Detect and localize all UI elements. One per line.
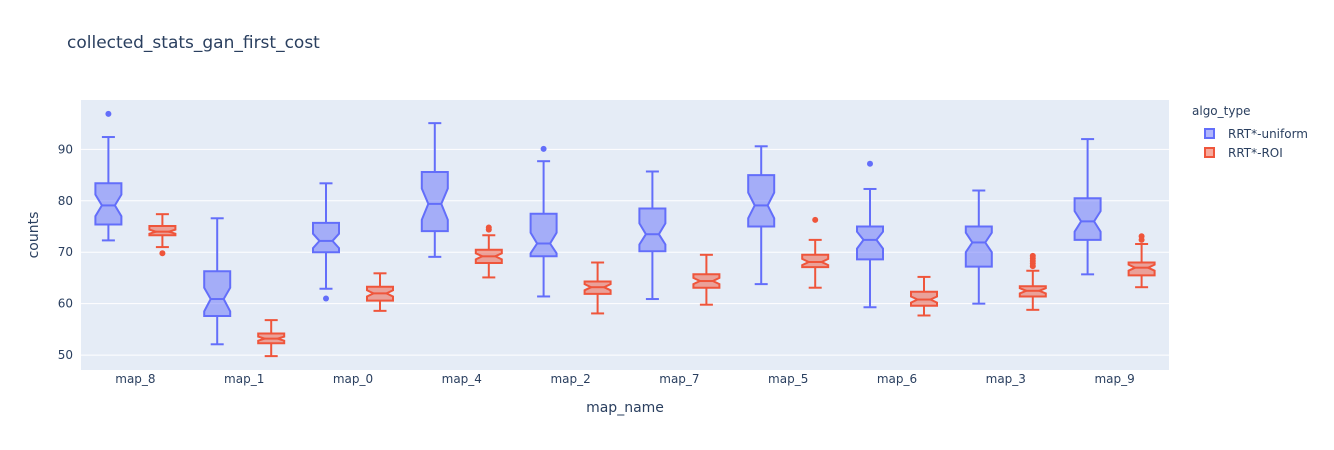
- box-RRT*-uniform-map_5: [747, 145, 776, 286]
- x-tick-label: map_9: [1094, 372, 1134, 386]
- box-body: [312, 221, 340, 254]
- box-body: [148, 225, 177, 237]
- box-body: [747, 174, 776, 228]
- box-RRT*-uniform-map_0: [312, 182, 340, 302]
- outlier-point: [1138, 233, 1145, 240]
- box-body: [94, 182, 123, 226]
- y-tick-label: 80: [58, 194, 73, 208]
- y-tick-label: 50: [58, 348, 73, 362]
- x-tick-label: map_6: [877, 372, 917, 386]
- box-RRT*-ROI-map_9: [1127, 233, 1156, 289]
- x-tick-label: map_7: [659, 372, 699, 386]
- box-RRT*-uniform-map_8: [94, 110, 123, 242]
- x-tick-label: map_1: [224, 372, 264, 386]
- legend-label: RRT*-ROI: [1228, 145, 1283, 160]
- box-RRT*-ROI-map_1: [257, 319, 286, 358]
- legend-item-rrt-roi[interactable]: RRT*-ROI: [1204, 143, 1308, 162]
- x-axis-ticks: map_8 map_1 map_0 map_4 map_2 map_7 map_5 map_6…: [115, 372, 1134, 386]
- x-tick-label: map_2: [550, 372, 590, 386]
- box-RRT*-uniform-map_9: [1073, 138, 1102, 276]
- box-RRT*-ROI-map_5: [801, 216, 830, 289]
- box-RRT*-uniform-map_4: [420, 122, 449, 258]
- box-RRT*-ROI-map_4: [474, 224, 503, 279]
- outlier-point: [867, 160, 873, 167]
- box-RRT*-ROI-map_8: [148, 213, 177, 257]
- box-RRT*-uniform-map_2: [529, 145, 558, 298]
- box-RRT*-uniform-map_1: [203, 217, 232, 346]
- x-tick-label: map_3: [986, 372, 1026, 386]
- box-RRT*-ROI-map_3: [1018, 252, 1047, 311]
- y-tick-label: 60: [58, 297, 73, 311]
- box-series: [94, 110, 1156, 358]
- x-tick-label: map_4: [442, 372, 482, 386]
- box-body: [964, 225, 993, 268]
- outlier-point: [1029, 252, 1036, 259]
- outlier-point: [540, 145, 547, 152]
- box-body: [801, 253, 830, 269]
- legend-title: algo_type: [1192, 104, 1251, 118]
- box-RRT*-ROI-map_7: [692, 253, 721, 306]
- box-body: [856, 225, 884, 261]
- box-body: [529, 212, 558, 258]
- y-tick-label: 70: [58, 245, 73, 259]
- chart-title: collected_stats_gan_first_cost: [67, 33, 320, 53]
- outlier-point: [812, 216, 819, 223]
- outlier-point: [159, 250, 166, 257]
- box-body: [203, 270, 232, 317]
- box-RRT*-ROI-map_6: [910, 275, 938, 317]
- y-axis-ticks: 50 60 70 80 90: [58, 142, 73, 362]
- legend-label: RRT*-uniform: [1228, 126, 1308, 141]
- y-tick-label: 90: [58, 142, 73, 156]
- x-tick-label: map_5: [768, 372, 808, 386]
- box-body: [638, 207, 667, 253]
- box-body: [1073, 197, 1102, 241]
- legend[interactable]: algo_type RRT*-uniform RRT*-ROI: [1192, 104, 1308, 162]
- y-axis-label: counts: [26, 212, 42, 259]
- box-RRT*-uniform-map_7: [638, 170, 667, 301]
- x-tick-label: map_8: [115, 372, 155, 386]
- box-body: [1127, 261, 1156, 277]
- x-axis-label: map_name: [586, 400, 664, 416]
- plot-area: [81, 100, 1169, 370]
- legend-swatch: [1204, 147, 1215, 158]
- box-RRT*-ROI-map_2: [583, 261, 612, 315]
- box-RRT*-uniform-map_6: [856, 160, 884, 309]
- outlier-point: [105, 110, 112, 117]
- outlier-point: [323, 295, 329, 302]
- box-body: [420, 171, 449, 233]
- legend-item-rrt-uniform[interactable]: RRT*-uniform: [1204, 124, 1308, 143]
- outlier-point: [485, 224, 492, 231]
- x-tick-label: map_0: [333, 372, 373, 386]
- box-RRT*-ROI-map_0: [366, 272, 394, 312]
- box-RRT*-uniform-map_3: [964, 189, 993, 305]
- legend-swatch: [1204, 128, 1215, 139]
